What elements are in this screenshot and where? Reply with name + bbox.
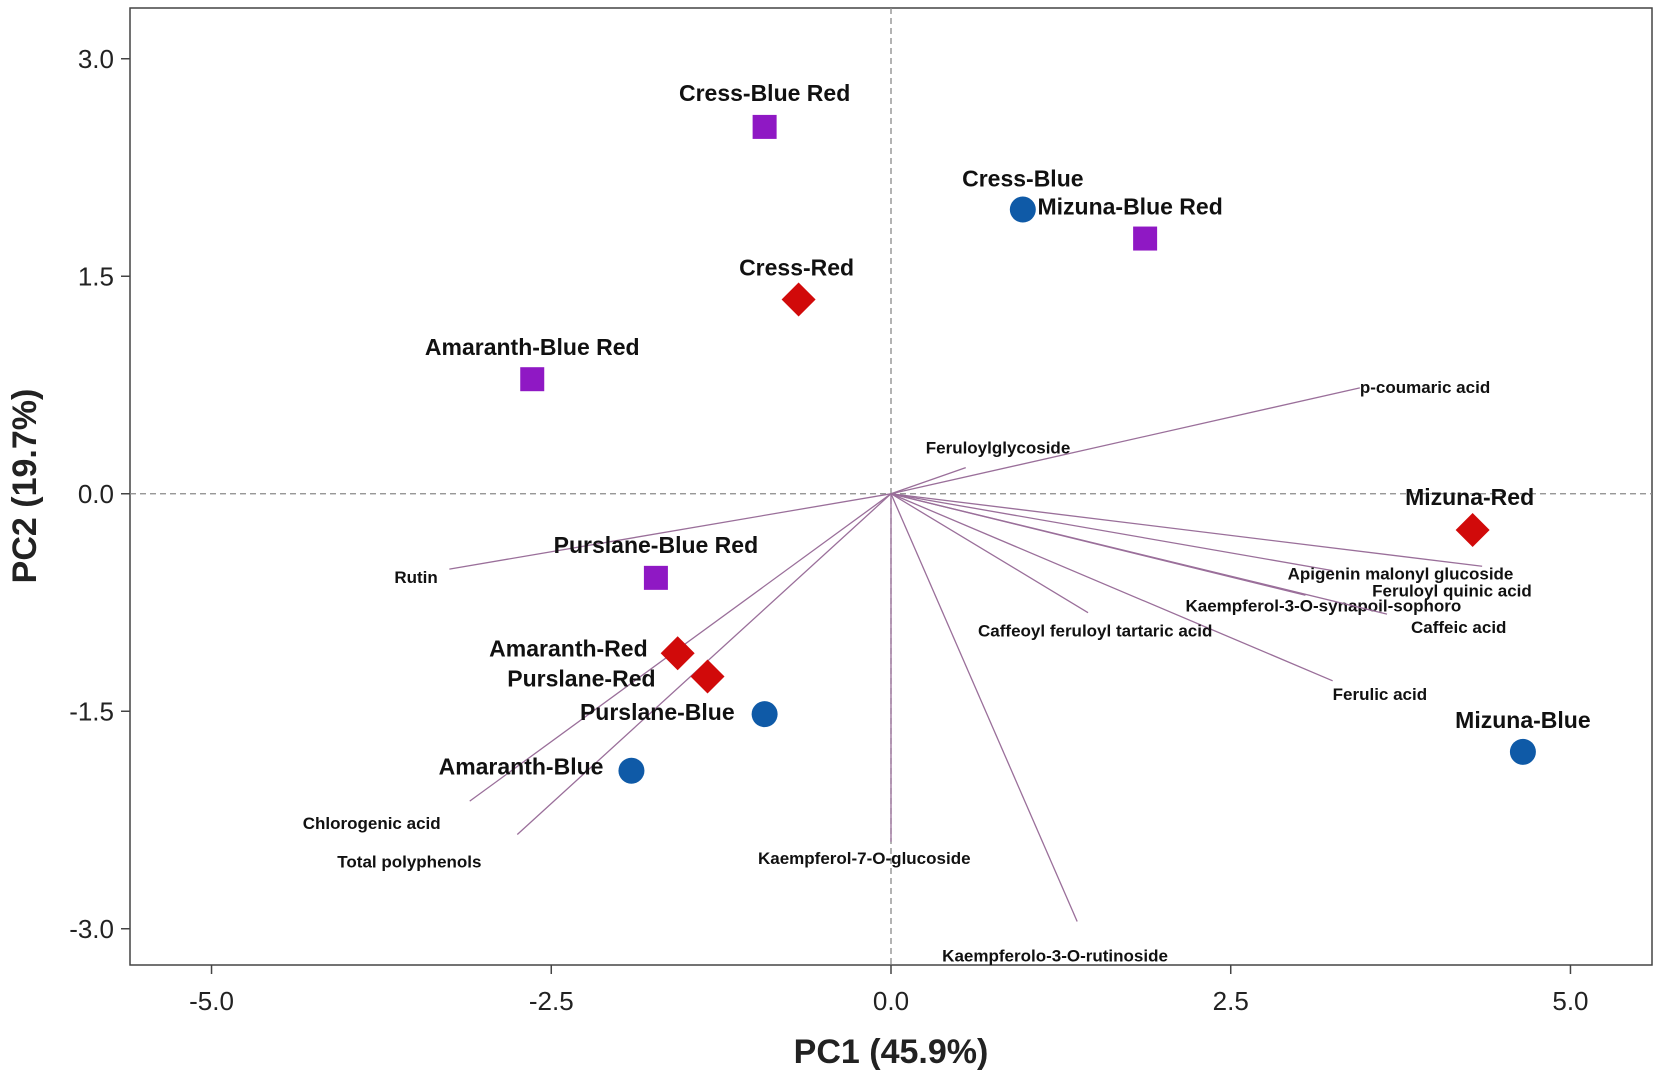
axis-ticks: -5.0 -2.5 0.0 2.5 5.0 -3.0 -1.5 0.0 1.5 3.0 xyxy=(69,44,1588,1016)
x-tick-label: -5.0 xyxy=(189,986,234,1016)
y-axis-title: PC2 (19.7%) xyxy=(6,389,44,584)
loading-label: Rutin xyxy=(394,568,437,587)
loading-vector xyxy=(890,493,1089,614)
loading-vector xyxy=(890,493,1333,682)
x-tick-label: -2.5 xyxy=(529,986,574,1016)
score-point-square xyxy=(643,565,668,590)
score-label: Purslane-Blue Red xyxy=(554,532,759,558)
loading-label: Feruloylglycoside xyxy=(926,439,1071,458)
loading-vector xyxy=(890,493,1333,572)
score-label: Amaranth-Blue xyxy=(439,754,604,780)
loading-label: Caffeic acid xyxy=(1411,618,1506,637)
x-axis-title: PC1 (45.9%) xyxy=(794,1033,989,1071)
loading-label: Total polyphenols xyxy=(337,853,481,872)
loading-label: Chlorogenic acid xyxy=(303,814,441,833)
loading-vector xyxy=(890,387,1360,495)
score-label: Cress-Red xyxy=(739,254,854,280)
score-point-diamond xyxy=(781,282,816,317)
loading-label: Feruloyl quinic acid xyxy=(1372,581,1532,600)
loading-label: Kaempferol-3-O-synapoil-sophoro xyxy=(1185,596,1461,615)
score-point-diamond xyxy=(1455,513,1490,547)
loading-label: Apigenin malonyl glucoside xyxy=(1288,565,1514,584)
score-point-square xyxy=(1133,226,1158,251)
loading-label: p-coumaric acid xyxy=(1360,378,1490,397)
score-label: Cress-Blue Red xyxy=(679,80,850,106)
y-tick-label: -1.5 xyxy=(69,696,114,726)
loading-label: Caffeoyl feruloyl tartaric acid xyxy=(978,622,1212,641)
x-tick-label: 0.0 xyxy=(873,986,909,1016)
score-label: Mizuna-Red xyxy=(1405,484,1534,510)
y-tick-label: 3.0 xyxy=(78,44,114,74)
loading-vector xyxy=(890,493,1078,922)
loading-vector xyxy=(890,493,1388,615)
y-tick-label: 0.0 xyxy=(78,479,114,509)
y-tick-label: 1.5 xyxy=(78,261,114,291)
loading-vector xyxy=(890,493,1483,567)
score-label: Purslane-Red xyxy=(507,665,655,691)
score-point-square xyxy=(752,114,777,139)
loading-vectors: p-coumaric acid Feruloylglycoside Feruloyl… xyxy=(303,378,1532,966)
loading-label: Kaempferol-7-O-glucoside xyxy=(758,849,971,868)
loading-label: Kaempferolo-3-O-rutinoside xyxy=(942,947,1168,966)
x-tick-label: 2.5 xyxy=(1213,986,1249,1016)
score-point-circle xyxy=(751,701,778,728)
loading-vector xyxy=(890,467,966,495)
score-label: Mizuna-Blue xyxy=(1455,707,1590,733)
score-label: Purslane-Blue xyxy=(580,699,735,725)
score-label: Amaranth-Red xyxy=(489,635,647,661)
score-points: Cress-Blue Purslane-Blue Amaranth-Blue Mizu… xyxy=(425,80,1591,784)
score-label: Amaranth-Blue Red xyxy=(425,334,640,360)
y-tick-label: -3.0 xyxy=(69,914,114,944)
score-point-circle xyxy=(618,757,645,784)
x-tick-label: 5.0 xyxy=(1552,986,1588,1016)
score-point-square xyxy=(520,367,545,392)
score-point-circle xyxy=(1509,738,1536,765)
score-point-diamond xyxy=(660,636,695,671)
score-point-circle xyxy=(1009,196,1036,223)
score-label: Cress-Blue xyxy=(962,166,1083,192)
score-label: Mizuna-Blue Red xyxy=(1037,194,1222,220)
loading-label: Ferulic acid xyxy=(1333,685,1427,704)
score-point-diamond xyxy=(690,659,725,694)
loading-vector xyxy=(449,493,892,570)
